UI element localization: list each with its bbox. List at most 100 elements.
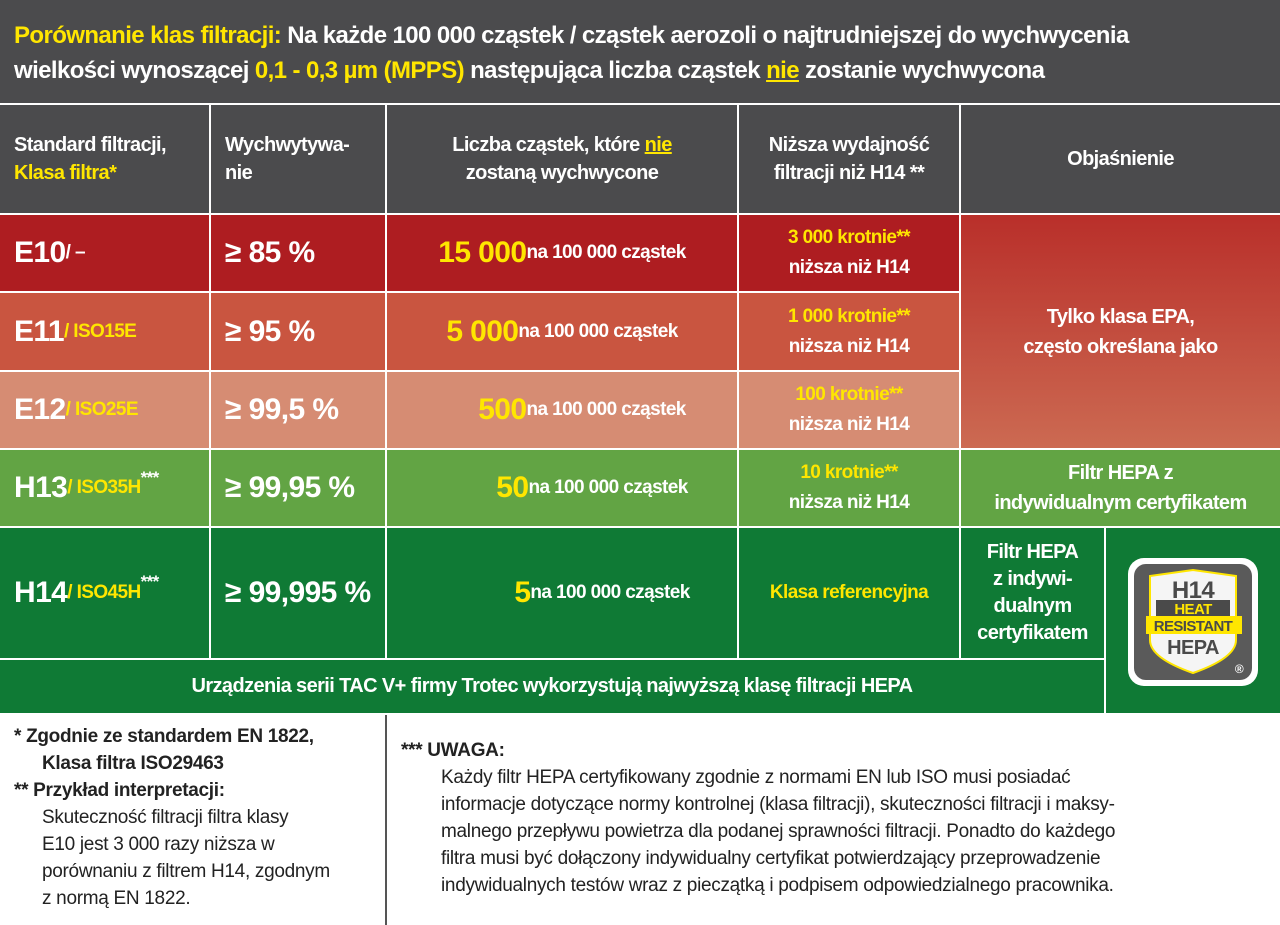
- count-per: na 100 000 cząstek: [526, 399, 686, 420]
- explanation-h13: Filtr HEPA z indywidualnym certyfikatem: [961, 450, 1280, 528]
- header-capture: Wychwytywa-nie: [211, 105, 387, 215]
- count-cell: 500 na 100 000 cząstek: [387, 372, 739, 450]
- count-value: 5 000: [446, 314, 519, 348]
- title-nie: nie: [766, 57, 799, 84]
- explanation-h14-1: Filtr HEPA: [986, 541, 1079, 563]
- title-line2c: zostanie wychwycona: [798, 57, 1045, 84]
- note-2-line: z normą EN 1822.: [42, 888, 191, 909]
- explanation-epa-1: Tylko klasa EPA,: [1046, 305, 1195, 328]
- class-name: H13: [14, 471, 68, 504]
- notes-right: *** UWAGA: Każdy filtr HEPA certyfikowan…: [389, 715, 1280, 925]
- note-1a: * Zgodnie ze standardem EN 1822,: [14, 726, 314, 747]
- count-per: na 100 000 cząstek: [518, 320, 678, 342]
- lower-text: niższa niż H14: [788, 414, 910, 435]
- note-3-line: indywidualnych testów wraz z pieczątką i…: [441, 875, 1114, 896]
- lower-cell: 1 000 krotnie** niższa niż H14: [739, 293, 961, 372]
- explanation-h13-2: indywidualnym certyfikatem: [994, 492, 1247, 514]
- iso-class: / ISO15E: [63, 320, 137, 342]
- header-explanation: Objaśnienie: [961, 105, 1280, 215]
- particle-range: 0,1 - 0,3 µm (MPPS): [254, 57, 465, 84]
- lower-factor: 10 krotnie**: [800, 462, 898, 483]
- class-name: E11: [14, 314, 65, 348]
- explanation-h14-3: dualnym: [993, 595, 1072, 617]
- class-name: H14: [14, 576, 68, 609]
- class-name: E10: [14, 236, 66, 269]
- note-3-line: malnego przepływu powietrza dla podanej …: [441, 821, 1116, 842]
- explanation-epa-2: często określana jako: [1023, 335, 1218, 358]
- badge-h14: H14: [1172, 577, 1215, 604]
- title-prefix: Porównanie klas filtracji:: [14, 22, 282, 49]
- iso-class: / ISO45H: [67, 582, 141, 603]
- table-row-class: E10 / –: [0, 215, 211, 293]
- explanation-epa: Tylko klasa EPA, często określana jako: [961, 215, 1280, 450]
- lower-cell: Klasa referencyjna: [739, 528, 961, 660]
- badge-cell: H14 HEAT RESISTANT HEPA ®: [1106, 528, 1280, 715]
- iso-class: / ISO35H: [67, 477, 141, 498]
- count-cell: 5 na 100 000 cząstek: [387, 528, 739, 660]
- note-3-line: informacje dotyczące normy kontrolnej (k…: [441, 794, 1115, 815]
- iso-class: / ISO25E: [65, 399, 139, 420]
- badge-registered: ®: [1235, 662, 1244, 676]
- note-1b: Klasa filtra ISO29463: [42, 753, 224, 774]
- title-line2: wielkości wynoszącej: [14, 57, 255, 84]
- capture-value: ≥ 95 %: [211, 293, 387, 372]
- h14-hepa-badge-icon: H14 HEAT RESISTANT HEPA ®: [1128, 558, 1258, 686]
- explanation-h13-1: Filtr HEPA z: [1067, 462, 1174, 484]
- count-value: 500: [478, 393, 527, 426]
- note-3-title: *** UWAGA:: [401, 740, 505, 761]
- lower-text: niższa niż H14: [788, 492, 910, 513]
- header-lower: Niższa wydajność filtracji niż H14 **: [739, 105, 961, 215]
- lower-text: niższa niż H14: [788, 257, 910, 278]
- badge-resistant: RESISTANT: [1154, 618, 1233, 635]
- capture-value: ≥ 85 %: [211, 215, 387, 293]
- header-count-a: Liczba cząstek, które: [452, 134, 645, 156]
- lower-cell: 100 krotnie** niższa niż H14: [739, 372, 961, 450]
- notes-left: * Zgodnie ze standardem EN 1822, Klasa f…: [0, 715, 387, 925]
- class-name: E12: [14, 393, 66, 426]
- count-value: 50: [496, 471, 529, 504]
- count-per: na 100 000 cząstek: [526, 242, 686, 263]
- explanation-h14: Filtr HEPA z indywi-dualnym certyfikatem: [961, 528, 1106, 660]
- capture-value: ≥ 99,5 %: [211, 372, 387, 450]
- footnote-stars: ***: [140, 468, 160, 487]
- footer-bar: Urządzenia serii TAC V+ firmy Trotec wyk…: [0, 660, 1106, 715]
- header-explanation-label: Objaśnienie: [1067, 148, 1174, 170]
- iso-class: / –: [65, 242, 86, 263]
- capture-value: ≥ 99,95 %: [211, 450, 387, 528]
- table-row-class: E12 / ISO25E: [0, 372, 211, 450]
- count-value: 15 000: [438, 236, 527, 269]
- note-2-line: porównaniu z filtrem H14, zgodnym: [42, 861, 330, 882]
- header-lower-b: filtracji niż H14 **: [773, 162, 925, 184]
- count-cell: 50 na 100 000 cząstek: [387, 450, 739, 528]
- header-lower-a: Niższa wydajność: [768, 134, 930, 156]
- badge-heat: HEAT: [1174, 601, 1212, 618]
- header-count-b: zostaną wychwycone: [465, 162, 659, 184]
- header-class: Standard filtracji, Klasa filtra*: [0, 105, 211, 215]
- header-class-sub: Klasa filtra*: [14, 162, 117, 184]
- header-capture-b: nie: [225, 162, 253, 184]
- note-3-line: Każdy filtr HEPA certyfikowany zgodnie z…: [441, 767, 1071, 788]
- count-value: 5: [514, 576, 531, 609]
- table-row-class: E11 / ISO15E: [0, 293, 211, 372]
- lower-cell: 3 000 krotnie** niższa niż H14: [739, 215, 961, 293]
- badge-hepa: HEPA: [1167, 637, 1219, 659]
- lower-factor: 3 000 krotnie**: [788, 227, 911, 248]
- count-per: na 100 000 cząstek: [530, 582, 690, 603]
- header-capture-a: Wychwytywa-: [225, 134, 350, 156]
- note-2-line: Skuteczność filtracji filtra klasy: [42, 807, 289, 828]
- page-title: Porównanie klas filtracji: Na każde 100 …: [0, 0, 1280, 105]
- footnote-stars: ***: [140, 572, 160, 591]
- header-count-nie: nie: [644, 134, 673, 156]
- note-2-title: ** Przykład interpretacji:: [14, 780, 225, 801]
- lower-factor: 100 krotnie**: [795, 384, 903, 405]
- note-2-line: E10 jest 3 000 razy niższa w: [42, 834, 275, 855]
- table-row-class: H14 / ISO45H ***: [0, 528, 211, 660]
- title-line2b: następująca liczba cząstek: [464, 57, 767, 84]
- capture-value: ≥ 99,995 %: [211, 528, 387, 660]
- lower-cell: 10 krotnie** niższa niż H14: [739, 450, 961, 528]
- title-line1: Na każde 100 000 cząstek / cząstek aeroz…: [281, 22, 1129, 49]
- lower-text: niższa niż H14: [788, 335, 910, 357]
- header-count: Liczba cząstek, które nie zostaną wychwyc…: [387, 105, 739, 215]
- table-row-class: H13 / ISO35H ***: [0, 450, 211, 528]
- lower-factor: 1 000 krotnie**: [788, 305, 911, 327]
